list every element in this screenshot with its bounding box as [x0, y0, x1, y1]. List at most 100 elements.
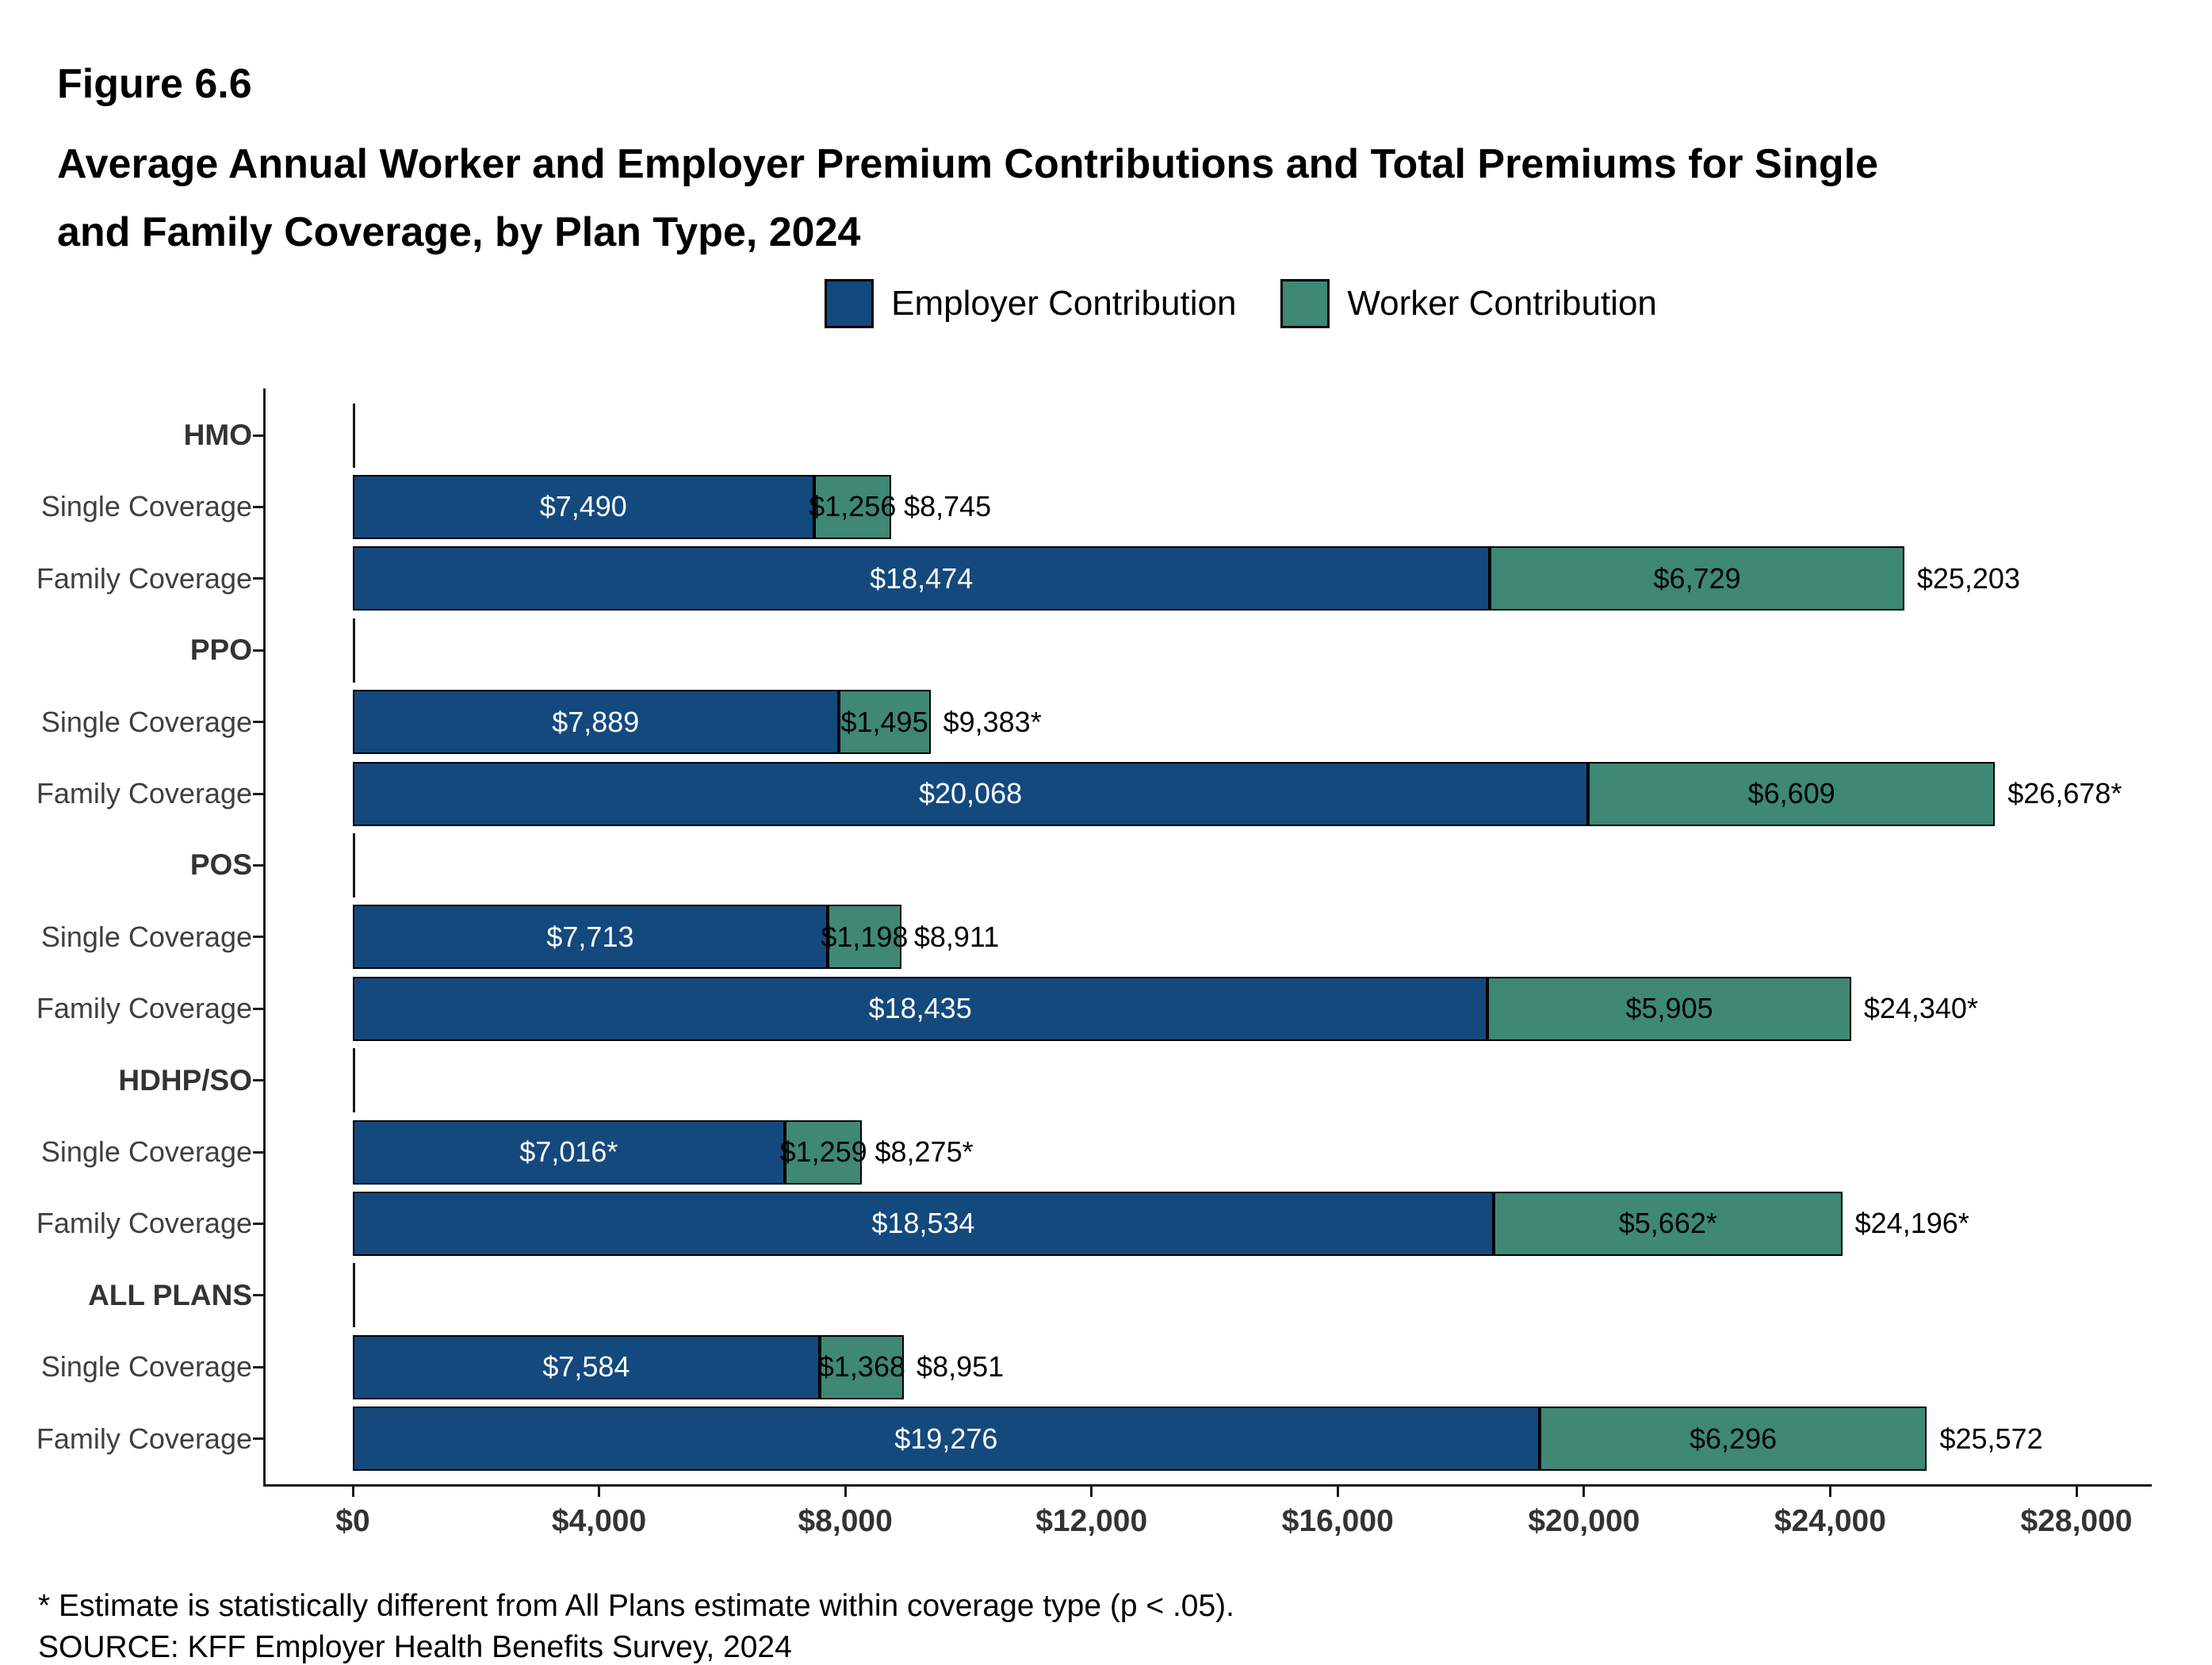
y-axis-tick — [253, 1007, 263, 1010]
worker-value-label: $1,198 — [821, 920, 909, 953]
y-axis-tick — [253, 863, 263, 867]
total-value-label: $24,340* — [1863, 992, 1978, 1025]
figure-number: Figure 6.6 — [57, 61, 252, 107]
zero-baseline-mark — [353, 1048, 355, 1113]
worker-value-label: $1,368 — [817, 1350, 905, 1384]
bar-segment-employer: $7,016* — [353, 1120, 785, 1185]
y-axis-tick — [253, 577, 263, 580]
y-axis-tick — [253, 1222, 263, 1225]
zero-baseline-mark — [353, 832, 355, 898]
legend-item-employer: Employer Contribution — [825, 279, 1236, 328]
legend-item-worker: Worker Contribution — [1280, 279, 1657, 328]
y-axis-tick — [253, 792, 263, 795]
bar-segment-worker: $5,905 — [1487, 976, 1851, 1041]
x-axis-tick-label: $16,000 — [1281, 1504, 1394, 1538]
x-axis-tick-label: $28,000 — [2020, 1504, 2133, 1538]
row-group-label: HMO — [183, 419, 252, 451]
bar-segment-employer: $7,713 — [353, 905, 828, 970]
employer-value-label: $18,534 — [871, 1207, 975, 1240]
row-label: Single Coverage — [40, 1350, 252, 1384]
y-axis-tick — [253, 1294, 263, 1297]
legend-swatch-employer — [825, 279, 874, 328]
y-axis-tick — [253, 505, 263, 508]
x-axis-tick — [2075, 1487, 2078, 1497]
row-group-label: PPO — [189, 633, 252, 667]
bar-segment-worker: $1,198 — [821, 905, 908, 970]
y-axis-tick — [253, 721, 263, 724]
x-axis-tick — [598, 1487, 601, 1497]
row-label: Family Coverage — [36, 1422, 252, 1455]
employer-value-label: $7,490 — [539, 490, 627, 523]
employer-value-label: $18,435 — [868, 992, 972, 1025]
y-axis-tick — [253, 649, 263, 652]
bar-segment-worker: $6,609 — [1588, 761, 1996, 826]
x-axis-tick — [844, 1487, 847, 1497]
worker-value-label: $6,296 — [1690, 1422, 1778, 1455]
zero-baseline-mark — [353, 618, 355, 683]
row-label: Family Coverage — [36, 777, 252, 810]
worker-value-label: $1,259 — [779, 1135, 867, 1168]
worker-value-label: $5,905 — [1625, 992, 1713, 1025]
x-axis-tick — [351, 1487, 354, 1497]
y-axis-tick — [253, 434, 263, 437]
bar-segment-worker: $1,256 — [809, 474, 896, 539]
x-axis-tick — [1582, 1487, 1586, 1497]
y-axis-tick — [253, 1365, 263, 1368]
y-axis-tick — [253, 1437, 263, 1441]
total-value-label: $8,275* — [874, 1135, 974, 1168]
employer-value-label: $7,713 — [546, 920, 634, 953]
bar-segment-worker: $6,729 — [1490, 546, 1904, 611]
bar-segment-employer: $19,276 — [353, 1407, 1540, 1472]
x-axis-line — [263, 1484, 2152, 1487]
legend-label-worker: Worker Contribution — [1347, 284, 1657, 323]
x-axis-tick-label: $0 — [335, 1504, 370, 1538]
worker-value-label: $6,729 — [1653, 561, 1741, 595]
row-label: Single Coverage — [40, 1135, 252, 1168]
x-axis-tick-label: $24,000 — [1774, 1504, 1886, 1538]
row-label: Family Coverage — [36, 992, 252, 1025]
employer-value-label: $20,068 — [918, 777, 1023, 810]
bar-segment-employer: $18,534 — [353, 1191, 1494, 1256]
bar-segment-worker: $1,495 — [838, 690, 931, 755]
x-axis-tick — [1336, 1487, 1339, 1497]
employer-value-label: $7,889 — [552, 705, 640, 738]
total-value-label: $8,745 — [904, 490, 992, 523]
x-axis-tick — [1090, 1487, 1093, 1497]
legend: Employer Contribution Worker Contributio… — [0, 279, 2212, 328]
zero-baseline-mark — [353, 403, 355, 468]
bar-segment-employer: $18,474 — [353, 546, 1491, 611]
y-axis-tick — [253, 936, 263, 939]
x-axis-tick — [1828, 1487, 1831, 1497]
row-label: Family Coverage — [36, 1207, 252, 1240]
total-value-label: $8,911 — [913, 920, 1000, 953]
total-value-label: $25,572 — [1939, 1422, 2043, 1455]
zero-baseline-mark — [353, 1263, 355, 1328]
footnotes: * Estimate is statistically different fr… — [38, 1586, 1234, 1665]
row-label: Single Coverage — [40, 705, 252, 738]
employer-value-label: $18,474 — [870, 561, 974, 595]
x-axis-tick-label: $20,000 — [1528, 1504, 1640, 1538]
x-axis-tick-label: $8,000 — [798, 1504, 893, 1538]
bar-segment-employer: $7,584 — [353, 1334, 820, 1399]
worker-value-label: $1,256 — [809, 490, 897, 523]
legend-swatch-worker — [1280, 279, 1330, 328]
worker-value-label: $5,662* — [1618, 1207, 1717, 1240]
y-axis-tick — [253, 1150, 263, 1154]
bar-segment-employer: $18,435 — [353, 976, 1488, 1041]
worker-value-label: $1,495 — [840, 705, 928, 738]
employer-value-label: $19,276 — [894, 1422, 998, 1455]
row-group-label: HDHP/SO — [118, 1063, 252, 1097]
bar-segment-worker: $5,662* — [1494, 1191, 1843, 1256]
x-axis-tick-label: $12,000 — [1035, 1504, 1148, 1538]
employer-value-label: $7,584 — [542, 1350, 630, 1384]
total-value-label: $26,678* — [2007, 777, 2122, 810]
chart-title: Average Annual Worker and Employer Premi… — [57, 141, 1879, 255]
bar-segment-worker: $1,368 — [817, 1334, 905, 1399]
total-value-label: $25,203 — [1916, 561, 2020, 595]
row-group-label: POS — [189, 848, 252, 882]
x-axis-tick-label: $4,000 — [551, 1504, 647, 1538]
row-label: Single Coverage — [40, 920, 252, 953]
y-axis-line — [263, 388, 266, 1487]
row-group-label: ALL PLANS — [88, 1278, 252, 1311]
